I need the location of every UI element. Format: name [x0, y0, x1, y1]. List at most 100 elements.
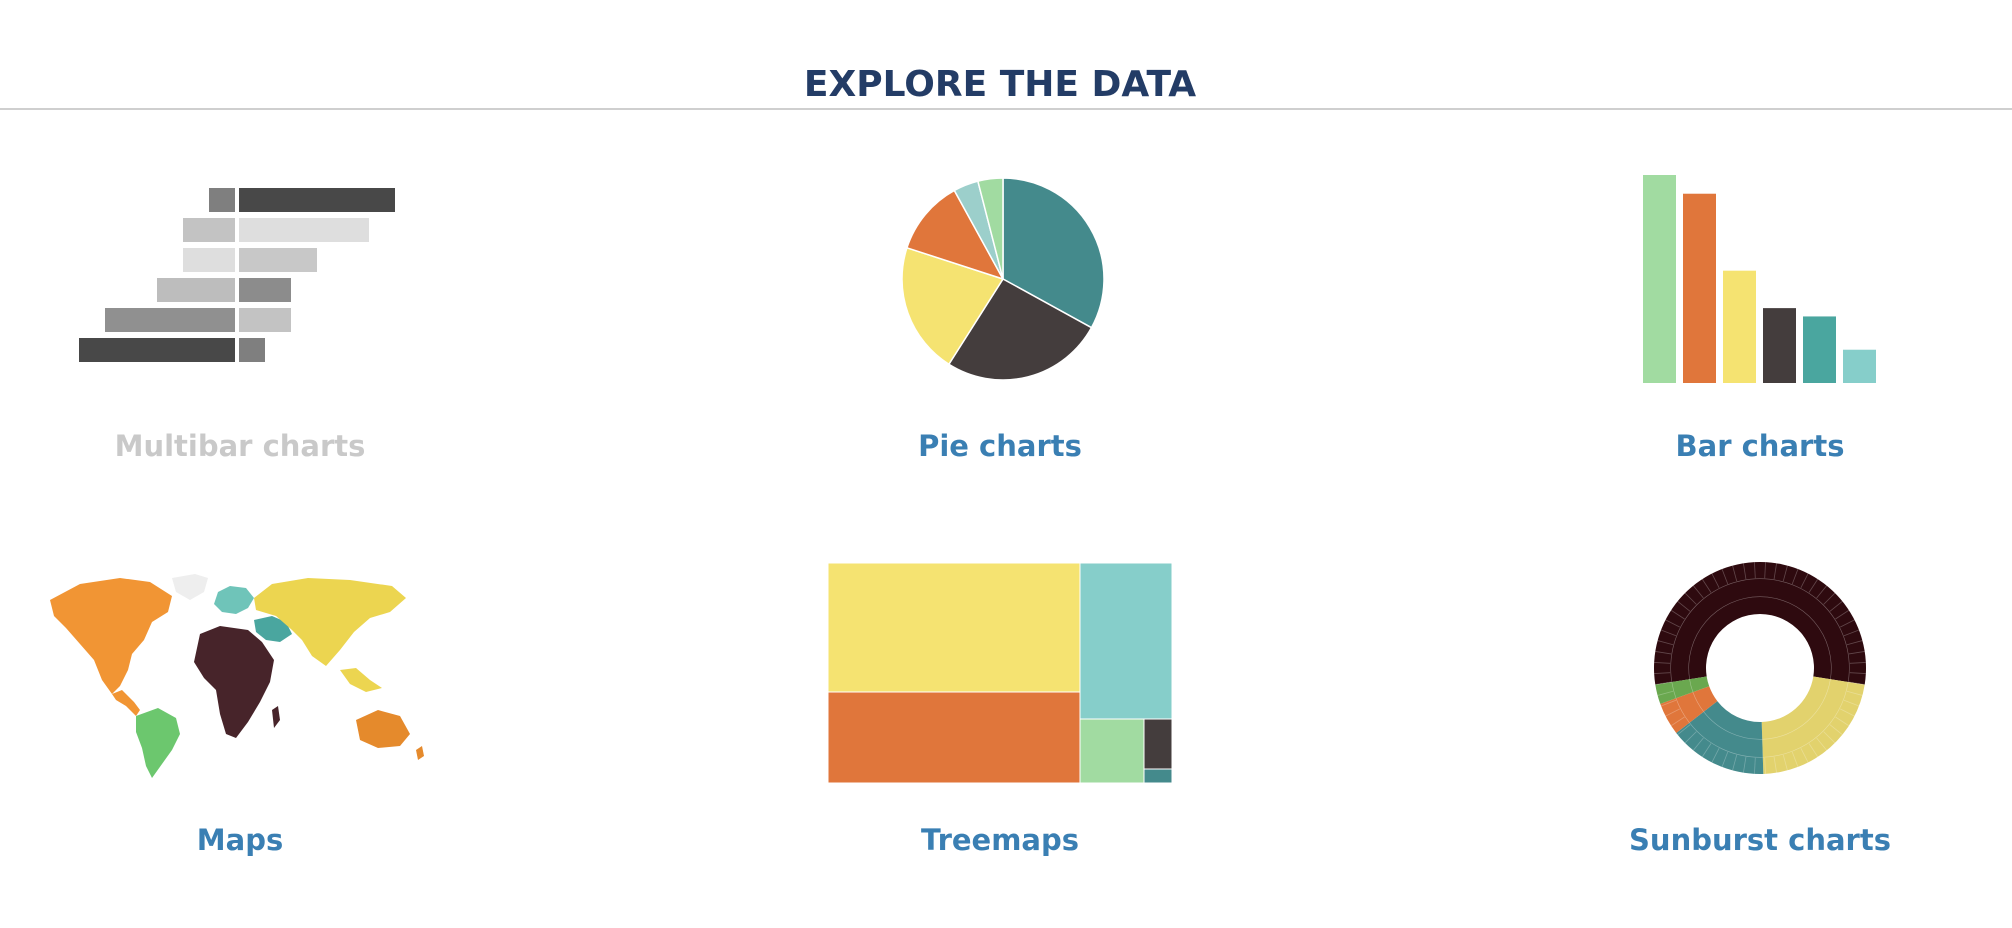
- sunburst-tick: [1843, 629, 1860, 637]
- pie-slice: [947, 278, 1093, 381]
- sunburst-tick: [1791, 568, 1799, 585]
- sunburst-tick: [1721, 751, 1729, 768]
- sunburst-chart-thumbnail: [1654, 562, 1866, 774]
- sunburst-tick: [1835, 716, 1850, 727]
- sunburst-tick: [1848, 681, 1865, 685]
- treemap-cell: [1143, 718, 1173, 770]
- multibar-left-bar: [105, 308, 235, 332]
- treemap-cell: [827, 691, 1081, 784]
- sunburst-tick: [1754, 757, 1756, 774]
- sunburst-tick: [1840, 708, 1855, 717]
- sunburst-tick: [1657, 640, 1674, 646]
- sunburst-tick: [1692, 737, 1704, 751]
- sunburst-tick: [1808, 743, 1819, 758]
- sunburst-tick: [1782, 754, 1788, 771]
- tile-sunburst-charts[interactable]: Sunburst charts: [1560, 560, 1960, 860]
- treemap-cell: [1079, 562, 1173, 720]
- sunburst-tick: [1773, 563, 1777, 580]
- pie-slice: [901, 246, 1005, 366]
- treemap-cell: [1143, 768, 1173, 784]
- map-region-madagascar: [272, 706, 280, 728]
- sunburst-tick: [1670, 609, 1685, 620]
- multibar-right-bar: [239, 248, 317, 272]
- multibar-left-bar: [183, 248, 235, 272]
- sunburst-tick: [1782, 565, 1788, 582]
- bar-chart-thumbnail: [1643, 175, 1876, 383]
- pie-slice: [976, 177, 1004, 280]
- page-title: EXPLORE THE DATA: [803, 64, 1197, 105]
- sunburst-segment: [1660, 686, 1718, 733]
- sunburst-tick: [1655, 681, 1672, 685]
- sunburst-tick: [1677, 724, 1691, 736]
- sunburst-tick: [1848, 651, 1865, 655]
- multibar-right-bar: [239, 338, 265, 362]
- tile-maps[interactable]: Maps: [40, 570, 440, 870]
- sunburst-tick: [1670, 716, 1685, 727]
- sunburst-ring-divider: [1675, 698, 1690, 723]
- sunburst-tick: [1829, 600, 1843, 612]
- map-region-africa: [194, 626, 274, 738]
- sunburst-tick: [1732, 565, 1738, 582]
- sunburst-tick: [1849, 672, 1866, 674]
- sunburst-tick: [1684, 731, 1697, 744]
- bar: [1683, 193, 1716, 383]
- tile-label-pie-charts: Pie charts: [918, 429, 1082, 463]
- sunburst-segment: [1676, 701, 1764, 774]
- sunburst-tick: [1791, 751, 1799, 768]
- sunburst-ring-divider: [1689, 679, 1694, 693]
- sunburst-tick: [1808, 578, 1819, 593]
- map-region-north-america: [50, 578, 172, 694]
- multibar-left-bar: [183, 218, 235, 242]
- pie-slice: [1002, 177, 1105, 329]
- sunburst-tick: [1660, 629, 1677, 637]
- sunburst-tick: [1764, 562, 1766, 579]
- sunburst-tick: [1816, 737, 1828, 751]
- bar: [1763, 308, 1796, 383]
- sunburst-segment: [1761, 676, 1865, 774]
- sunburst-tick: [1654, 672, 1671, 674]
- sunburst-tick: [1654, 662, 1671, 664]
- sunburst-ring-divider: [1692, 692, 1704, 712]
- sunburst-tick: [1846, 690, 1863, 696]
- multibar-right-bar: [239, 218, 369, 242]
- tile-label-multibar-charts: Multibar charts: [114, 429, 366, 463]
- tile-label-maps: Maps: [196, 823, 284, 857]
- sunburst-tick: [1701, 743, 1712, 758]
- title-divider: [0, 108, 2012, 110]
- sunburst-tick: [1692, 585, 1704, 599]
- map-region-central-america: [112, 690, 140, 716]
- sunburst-tick: [1754, 562, 1756, 579]
- tile-pie-charts[interactable]: Pie charts: [800, 170, 1200, 470]
- tile-label-treemaps: Treemaps: [920, 823, 1080, 857]
- map-region-south-america: [136, 708, 180, 778]
- sunburst-tick: [1846, 640, 1863, 646]
- map-region-southeast-asia: [340, 668, 382, 692]
- multibar-right-bar: [239, 308, 291, 332]
- tile-label-bar-charts: Bar charts: [1675, 429, 1845, 463]
- treemap-cell: [1079, 718, 1145, 784]
- sunburst-tick: [1800, 573, 1809, 588]
- tile-treemaps[interactable]: Treemaps: [800, 560, 1200, 860]
- multibar-left-bar: [79, 338, 235, 362]
- multibar-chart-thumbnail: [79, 188, 395, 362]
- treemap-cell: [827, 562, 1081, 693]
- tile-bar-charts[interactable]: Bar charts: [1560, 170, 1960, 470]
- bar: [1643, 175, 1676, 383]
- multibar-left-bar: [157, 278, 235, 302]
- bar: [1723, 270, 1756, 383]
- sunburst-tick: [1849, 662, 1866, 664]
- sunburst-tick: [1701, 578, 1712, 593]
- bar: [1803, 316, 1836, 383]
- sunburst-segment: [1654, 562, 1866, 685]
- sunburst-tick: [1840, 619, 1855, 628]
- sunburst-tick: [1665, 619, 1680, 628]
- map-region-europe: [214, 586, 254, 614]
- sunburst-tick: [1711, 573, 1720, 588]
- tile-label-sunburst-charts: Sunburst charts: [1629, 823, 1891, 857]
- sunburst-tick: [1743, 756, 1747, 773]
- sunburst-tick: [1684, 592, 1697, 605]
- sunburst-tick: [1829, 724, 1843, 736]
- map-region-asia: [254, 578, 406, 666]
- tile-multibar-charts[interactable]: Multibar charts: [40, 170, 440, 470]
- sunburst-tick: [1657, 690, 1674, 696]
